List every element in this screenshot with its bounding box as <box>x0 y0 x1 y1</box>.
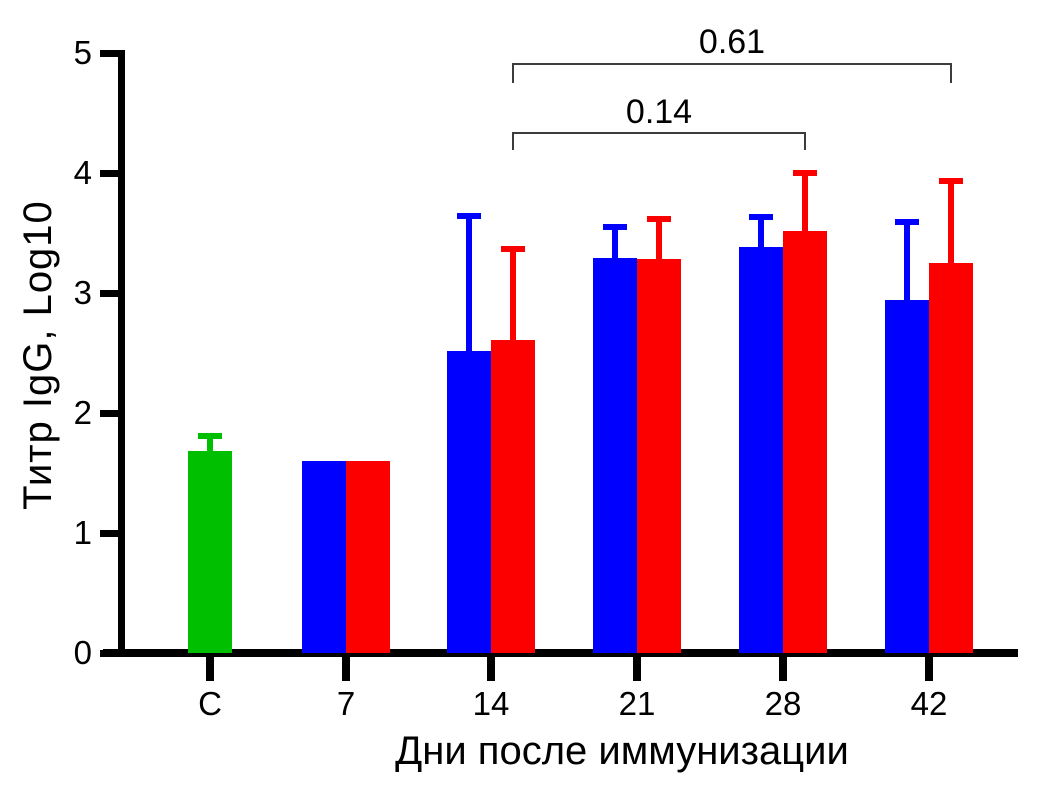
error-bar-cap-blue-14 <box>457 213 481 220</box>
bar-blue-42 <box>885 300 929 653</box>
bar-red-42 <box>929 263 973 653</box>
error-bar-stem-blue-21 <box>612 227 618 259</box>
error-bar-cap-blue-28 <box>749 214 773 221</box>
x-tick-label-C: C <box>198 685 222 722</box>
error-bar-cap-green-C <box>198 432 222 439</box>
error-bar-cap-blue-42 <box>895 219 919 226</box>
bar-blue-21 <box>593 258 637 653</box>
bar-red-21 <box>637 259 681 653</box>
y-tick-0 <box>100 649 118 657</box>
error-bar-cap-red-28 <box>793 170 817 176</box>
error-bar-stem-blue-14 <box>466 216 472 351</box>
error-bar-stem-red-14 <box>510 248 516 340</box>
y-axis-title: Титр IgG, Log10 <box>16 200 60 510</box>
x-tick-C <box>206 657 214 681</box>
error-bar-stem-red-42 <box>948 181 954 263</box>
y-tick-label-2: 2 <box>73 394 92 431</box>
bar-blue-7 <box>302 461 346 653</box>
y-tick-1 <box>100 529 118 537</box>
y-tick-4 <box>100 169 118 177</box>
y-tick-label-3: 3 <box>73 274 92 311</box>
y-tick-5 <box>100 49 118 57</box>
error-bar-stem-red-21 <box>656 218 662 260</box>
error-bar-cap-red-21 <box>647 215 671 222</box>
x-tick-21 <box>633 657 641 681</box>
x-tick-label-7: 7 <box>336 685 356 722</box>
bar-red-14 <box>491 339 535 653</box>
significance-bracket-0.61 <box>512 63 952 83</box>
y-axis-line <box>118 50 125 657</box>
bar-red-7 <box>346 461 390 653</box>
y-tick-label-0: 0 <box>73 634 92 671</box>
y-tick-label-5: 5 <box>73 34 92 71</box>
x-axis-line <box>103 649 1018 657</box>
significance-bracket-0.14 <box>512 132 806 150</box>
error-bar-stem-red-28 <box>802 173 808 231</box>
x-tick-28 <box>779 657 787 681</box>
error-bar-cap-blue-21 <box>603 224 627 230</box>
x-tick-42 <box>925 657 933 681</box>
x-tick-7 <box>342 657 350 681</box>
error-bar-stem-blue-42 <box>904 222 910 301</box>
x-tick-label-14: 14 <box>472 685 510 722</box>
x-tick-label-42: 42 <box>910 685 948 722</box>
bar-blue-14 <box>447 350 491 653</box>
x-tick-label-21: 21 <box>618 685 656 722</box>
error-bar-stem-green-C <box>207 435 213 452</box>
p-value-label-top: 0.61 <box>698 23 766 61</box>
bar-green-C <box>188 451 232 653</box>
y-tick-2 <box>100 409 118 417</box>
x-axis-title: Дни после иммунизации <box>395 729 849 773</box>
error-bar-cap-red-14 <box>501 245 525 252</box>
error-bar-cap-red-42 <box>939 178 963 185</box>
error-bar-stem-blue-28 <box>758 217 764 248</box>
p-value-label-inner: 0.14 <box>625 93 693 131</box>
y-tick-label-4: 4 <box>73 154 92 191</box>
bar-red-28 <box>783 230 827 653</box>
x-tick-14 <box>487 657 495 681</box>
bar-blue-28 <box>739 247 783 653</box>
y-tick-label-1: 1 <box>73 514 92 551</box>
y-tick-3 <box>100 289 118 297</box>
x-tick-label-28: 28 <box>764 685 802 722</box>
